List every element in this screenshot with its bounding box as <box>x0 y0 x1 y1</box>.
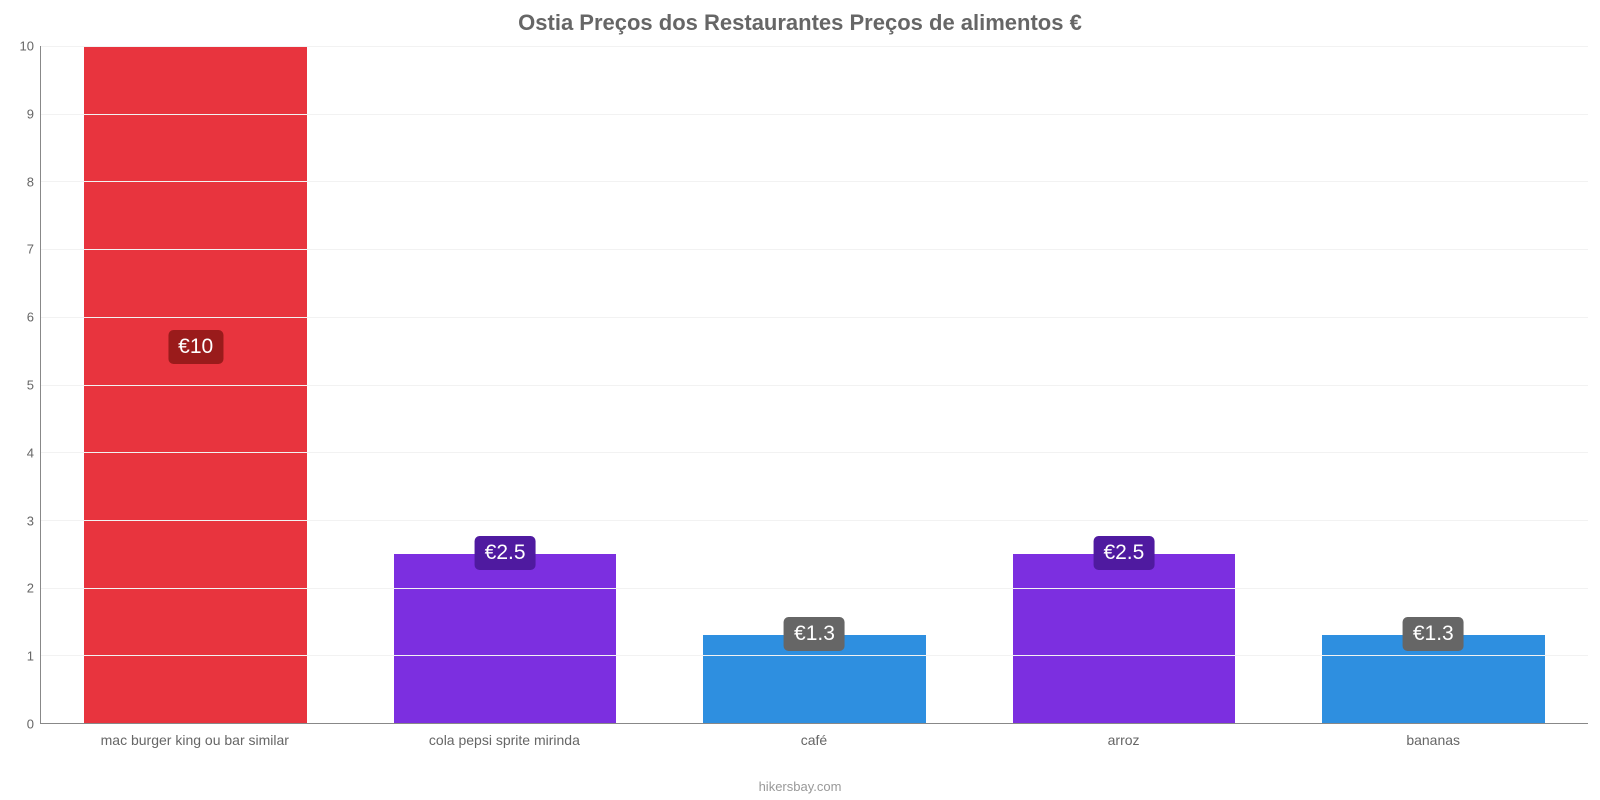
y-tick-label: 7 <box>27 242 34 257</box>
x-axis-label: mac burger king ou bar similar <box>40 732 350 748</box>
gridline <box>41 46 1588 47</box>
y-tick-label: 10 <box>20 39 34 54</box>
gridline <box>41 317 1588 318</box>
x-axis-label: arroz <box>969 732 1279 748</box>
gridline <box>41 249 1588 250</box>
bar-value-label: €1.3 <box>1403 617 1464 651</box>
y-tick-label: 6 <box>27 310 34 325</box>
gridline <box>41 181 1588 182</box>
bar: €1.3 <box>1322 635 1545 723</box>
x-axis-label: cola pepsi sprite mirinda <box>350 732 660 748</box>
chart-title: Ostia Preços dos Restaurantes Preços de … <box>0 0 1600 36</box>
bar: €1.3 <box>703 635 926 723</box>
bar-value-label: €2.5 <box>1093 536 1154 570</box>
gridline <box>41 385 1588 386</box>
gridline <box>41 452 1588 453</box>
y-tick-label: 9 <box>27 106 34 121</box>
bar: €2.5 <box>394 554 617 723</box>
bar-value-label: €10 <box>168 330 223 364</box>
y-tick-label: 2 <box>27 581 34 596</box>
gridline <box>41 520 1588 521</box>
x-axis-label: café <box>659 732 969 748</box>
gridline <box>41 588 1588 589</box>
y-axis: 012345678910 <box>10 46 40 724</box>
plot-area: €10 €2.5 €1.3 €2.5 €1.3 <box>40 46 1588 724</box>
y-tick-label: 5 <box>27 378 34 393</box>
chart-area: 012345678910 €10€2.5€1.3€2.5€1.3 mac bur… <box>40 46 1588 724</box>
y-tick-label: 1 <box>27 649 34 664</box>
y-tick-label: 3 <box>27 513 34 528</box>
gridline <box>41 655 1588 656</box>
bar-value-label: €2.5 <box>475 536 536 570</box>
y-tick-label: 0 <box>27 717 34 732</box>
attribution-text: hikersbay.com <box>0 779 1600 794</box>
gridline <box>41 114 1588 115</box>
y-tick-label: 4 <box>27 445 34 460</box>
x-axis-label: bananas <box>1278 732 1588 748</box>
bar: €2.5 <box>1013 554 1236 723</box>
y-tick-label: 8 <box>27 174 34 189</box>
bar-value-label: €1.3 <box>784 617 845 651</box>
